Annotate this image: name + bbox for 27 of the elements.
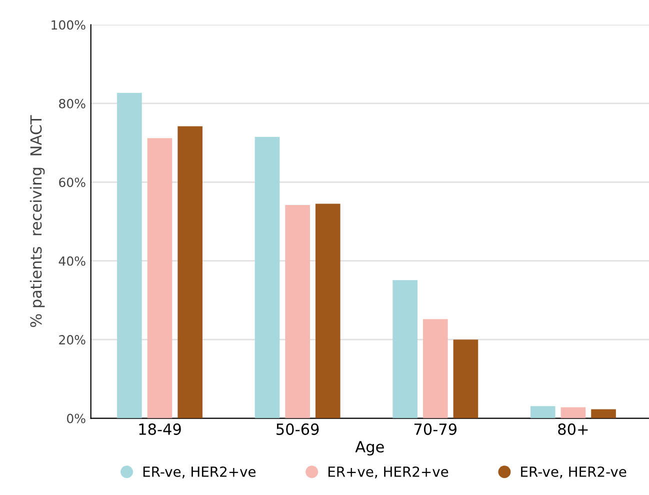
bar: [453, 340, 478, 418]
bar: [117, 92, 142, 418]
bar: [422, 319, 448, 418]
x-tick-label: 18-49: [139, 423, 181, 435]
y-tick-label: 20%: [59, 335, 86, 344]
x-tick-label: 50-69: [276, 423, 319, 435]
y-tick-label: 80%: [59, 98, 86, 108]
x-tick-label: 80+: [558, 423, 588, 435]
y-tick-label: 0%: [66, 414, 86, 424]
bar: [147, 138, 172, 418]
bar: [560, 407, 586, 418]
x-axis-title: Age: [355, 441, 384, 456]
legend-label: ER-ve, HER2-ve: [521, 466, 626, 478]
bar: [178, 126, 202, 418]
bar: [315, 204, 340, 418]
legend-label: ER-ve, HER2+ve: [143, 466, 256, 478]
x-tick-label: 70-79: [414, 423, 457, 435]
bar: [285, 204, 310, 418]
bar: [392, 280, 418, 418]
y-tick-label: 60%: [59, 178, 86, 188]
y-tick-label: 40%: [58, 256, 86, 266]
y-tick-label: 100%: [52, 20, 86, 30]
bar: [530, 406, 556, 418]
bar: [591, 409, 616, 418]
bar: [254, 136, 280, 418]
legend-label: ER+ve, HER2+ve: [328, 466, 448, 478]
y-axis-title: % patients receiving NACT: [30, 115, 45, 328]
